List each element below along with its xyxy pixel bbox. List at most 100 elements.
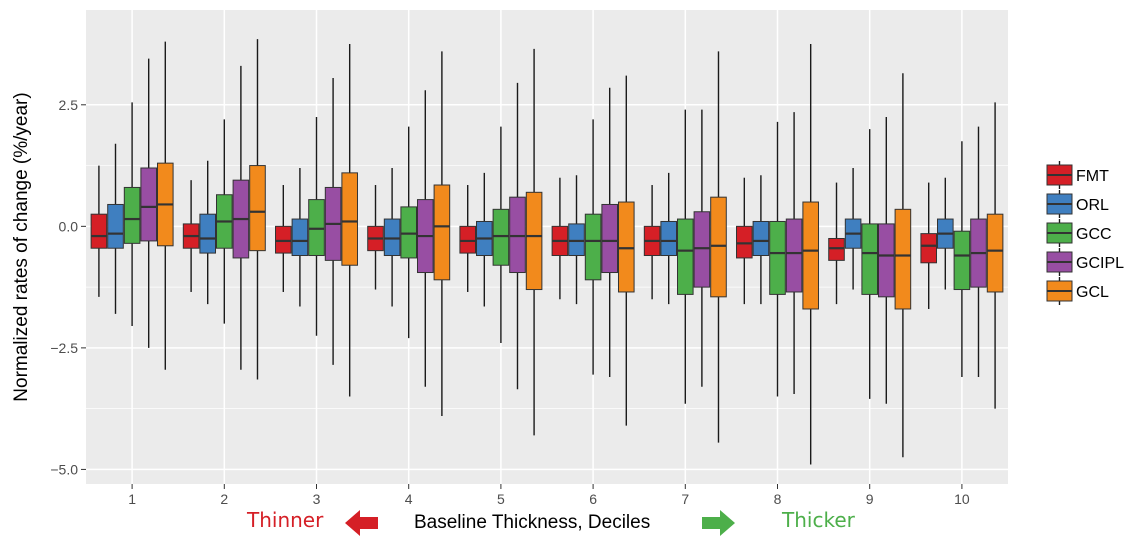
box-FMT-9 [828,182,845,305]
box-body [828,237,845,261]
legend-label: GCIPL [1076,255,1124,272]
box-body [736,225,753,259]
legend-label: GCC [1076,226,1112,243]
box-body [710,196,727,298]
x-tick-label: 7 [681,491,689,507]
box-body [584,213,602,281]
box-GCL-4 [433,51,451,416]
box-GCL-8 [802,44,819,465]
x-tick-label: 9 [866,491,874,507]
box-body [433,184,451,281]
y-axis: 2.5 0.0 −2.5 −5.0 [50,97,86,477]
box-body [986,213,1004,293]
box-body [275,225,292,254]
box-FMT-8 [736,177,753,305]
box-body [617,201,635,293]
y-tick-label: 2.5 [59,97,79,113]
box-GCC-3 [308,116,325,336]
y-tick-label: 0.0 [59,218,79,234]
box-GCC-9 [861,129,878,399]
box-body [291,218,309,257]
x-axis-title: Baseline Thickness, Deciles [414,512,650,533]
box-body [920,233,938,264]
box-body [199,213,217,254]
x-tick-label: 6 [589,491,597,507]
x-tick-label: 8 [774,491,782,507]
box-GCL-9 [894,73,912,458]
box-body [601,203,618,274]
legend-label: GCL [1076,284,1109,301]
y-axis-title: Normalized rates of change (%/year) [11,92,32,401]
box-GCIPL-3 [324,78,342,365]
legend-item-GCIPL: GCIPL [1046,248,1124,276]
x-tick-label: 5 [497,491,505,507]
legend-label: ORL [1076,197,1109,214]
x-axis: 1 2 3 4 5 6 7 8 9 10 [128,484,970,507]
box-body [802,201,819,310]
box-GCL-10 [986,102,1004,409]
box-FMT-10 [920,182,938,309]
box-ORL-4 [383,168,401,307]
x-tick-label: 1 [128,491,136,507]
box-GCC-1 [123,102,141,326]
box-body [677,218,694,295]
box-body [877,223,895,298]
legend-item-FMT: FMT [1046,161,1109,189]
box-ORL-3 [291,168,309,307]
x-tick-label: 10 [954,491,970,507]
box-GCIPL-8 [785,112,803,395]
box-body [568,223,585,257]
box-FMT-2 [182,180,200,292]
legend-item-ORL: ORL [1046,190,1109,218]
box-FMT-4 [367,185,384,290]
box-FMT-5 [459,185,477,292]
box-ORL-8 [752,175,770,305]
box-GCIPL-2 [232,65,250,370]
box-series-layer [90,39,1004,465]
box-body [752,220,770,257]
box-body [894,208,912,310]
box-ORL-1 [107,143,124,314]
box-GCC-2 [216,119,233,324]
box-GCL-2 [249,39,266,380]
legend: FMT ORL GCC GCIPL GCL [1046,161,1124,305]
box-GCC-6 [584,119,602,375]
box-FMT-1 [90,165,108,297]
x-tick-label: 4 [405,491,413,507]
box-GCIPL-6 [601,87,618,378]
box-GCL-3 [341,44,358,397]
box-GCIPL-4 [416,90,434,387]
box-ORL-9 [844,168,862,290]
box-body [308,199,325,257]
box-body [525,191,543,291]
box-body [140,167,157,242]
box-body [107,203,124,249]
x-tick-label: 2 [220,491,228,507]
box-GCC-4 [400,126,417,339]
legend-item-GCC: GCC [1046,219,1112,247]
box-GCL-5 [525,48,543,436]
box-body [953,230,971,291]
thicker-label: Thicker [781,508,856,532]
box-ORL-5 [476,172,493,307]
box-ORL-10 [937,177,954,290]
box-GCIPL-9 [877,116,895,404]
box-body [383,218,401,257]
box-GCIPL-1 [140,58,157,348]
box-body [492,208,510,266]
x-tick-label: 3 [313,491,321,507]
box-body [341,172,358,266]
arrow-left-icon [345,510,378,536]
box-GCIPL-5 [509,82,526,390]
box-GCIPL-10 [970,126,987,378]
box-GCL-7 [710,51,727,443]
box-body [785,218,803,293]
legend-item-GCL: GCL [1046,277,1109,305]
box-body [509,196,526,274]
box-FMT-7 [643,185,661,300]
arrow-right-icon [702,510,735,536]
y-tick-label: −2.5 [50,340,78,356]
box-body [693,211,711,288]
